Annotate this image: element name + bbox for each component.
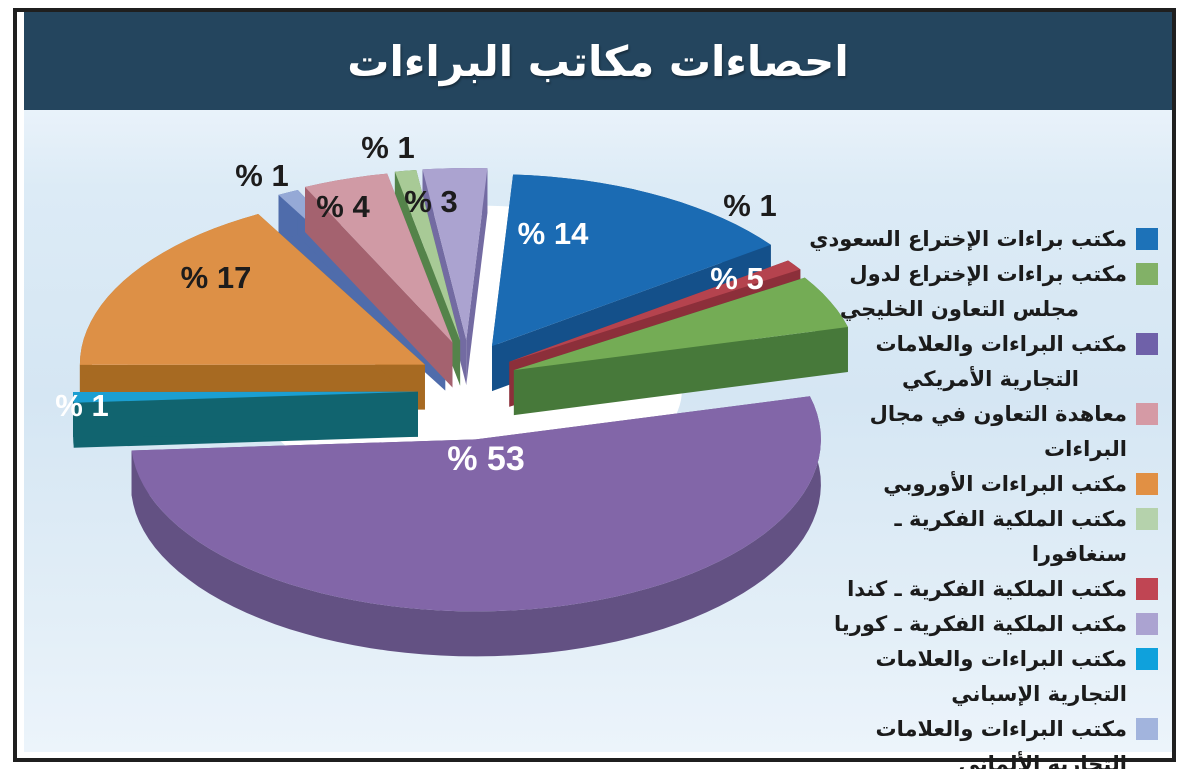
- slice-radial-wall: [422, 169, 467, 385]
- slice-top-face: [131, 396, 821, 612]
- slice-radial-wall: [387, 173, 453, 388]
- slice-value-label: % 14: [518, 216, 589, 251]
- page-title: احصاءات مكاتب البراءات: [347, 36, 849, 86]
- slice-radial-wall: [466, 168, 488, 385]
- slice-radial-wall: [509, 269, 801, 407]
- pie-gap-wedge: [400, 205, 581, 398]
- pie-gap-backdrop: [254, 283, 682, 497]
- slice-value-label: % 3: [404, 184, 457, 219]
- slice-radial-wall: [509, 260, 789, 407]
- legend-item: مكتب البراءات والعلامات التجارية الأمريك…: [798, 327, 1158, 397]
- slice-radial-wall: [79, 364, 425, 410]
- legend-color-swatch: [1136, 228, 1158, 250]
- slice-top-face: [422, 168, 488, 340]
- slice-radial-wall: [278, 194, 446, 391]
- legend-label: مكتب البراءات الأوروبي: [883, 472, 1127, 496]
- legend-color-swatch: [1136, 648, 1158, 670]
- slice-radial-wall: [131, 439, 476, 496]
- pie-slice: [422, 168, 488, 385]
- legend-label: معاهدة التعاون في مجال البراءات: [869, 402, 1127, 461]
- legend-color-swatch: [1136, 403, 1158, 425]
- pie-slice: [305, 173, 453, 388]
- slice-radial-wall: [305, 187, 453, 388]
- slice-radial-wall: [475, 396, 810, 485]
- legend-color-swatch: [1136, 263, 1158, 285]
- slice-top-face: [305, 173, 453, 343]
- legend: مكتب براءات الإختراع السعودي مكتب براءات…: [798, 222, 1158, 769]
- slice-radial-wall: [492, 244, 771, 392]
- legend-label: مكتب الملكية الفكرية ـ كوريا: [833, 612, 1127, 636]
- slice-top-face: [278, 190, 446, 346]
- slice-radial-wall: [513, 277, 805, 416]
- legend-label: مكتب براءات الإختراع السعودي: [809, 227, 1127, 251]
- legend-item: مكتب الملكية الفكرية ـ كوريا: [798, 607, 1158, 642]
- slice-radial-wall: [394, 171, 461, 386]
- slice-arc-wall: [305, 173, 388, 232]
- legend-label: مكتب البراءات والعلامات التجارية الأمريك…: [875, 332, 1127, 391]
- slice-radial-wall: [73, 391, 418, 437]
- pie-slice: [394, 170, 461, 386]
- legend-label: مكتب براءات الإختراع لدول مجلس التعاون ا…: [839, 262, 1127, 321]
- slice-arc-wall: [513, 174, 771, 290]
- legend-label: مكتب البراءات والعلامات التجارية الإسبان…: [875, 647, 1127, 706]
- slice-radial-wall: [73, 391, 418, 448]
- slice-arc-wall: [278, 190, 298, 240]
- legend-item: مكتب براءات الإختراع السعودي: [798, 222, 1158, 257]
- legend-label: مكتب الملكية الفكرية ـ سنغافورا: [894, 507, 1127, 566]
- slice-value-label: % 53: [447, 440, 525, 478]
- legend-item: مكتب الملكية الفكرية ـ سنغافورا: [798, 502, 1158, 572]
- slice-radial-wall: [416, 170, 461, 386]
- legend-item: مكتب الملكية الفكرية ـ كندا: [798, 572, 1158, 607]
- legend-label: مكتب البراءات والعلامات التجارية الألمان…: [875, 717, 1127, 769]
- legend-item: مكتب البراءات الأوروبي: [798, 467, 1158, 502]
- legend-item: مكتب البراءات والعلامات التجارية الألمان…: [798, 712, 1158, 769]
- slice-top-face: [79, 214, 425, 365]
- slice-top-face: [509, 260, 801, 362]
- slice-arc-wall: [131, 396, 821, 657]
- legend-color-swatch: [1136, 333, 1158, 355]
- chart-frame: احصاءات مكاتب البراءات % 14% 5% 53% 4% 1…: [13, 8, 1176, 769]
- slice-arc-wall: [394, 170, 417, 217]
- slice-value-label: % 4: [316, 189, 370, 224]
- legend-color-swatch: [1136, 578, 1158, 600]
- slice-value-label: % 5: [710, 261, 763, 296]
- pie-slice: [492, 174, 771, 392]
- pie-slice: [79, 214, 425, 410]
- legend-color-swatch: [1136, 613, 1158, 635]
- slice-top-face: [492, 174, 771, 347]
- chart-title-bar: احصاءات مكاتب البراءات: [24, 12, 1172, 110]
- legend-label: مكتب الملكية الفكرية ـ كندا: [847, 577, 1127, 601]
- pie-slice: [509, 260, 801, 407]
- slice-value-label: % 1: [361, 130, 414, 165]
- chart-body: % 14 % 5 % 53 % 4 % 17 % 1 % 1 % 3 % 1 % 1 مكتب ب…: [24, 110, 1172, 769]
- slice-value-label: % 1: [55, 388, 108, 423]
- slice-value-label: % 17: [181, 260, 252, 295]
- legend-item: معاهدة التعاون في مجال البراءات: [798, 397, 1158, 467]
- slice-radial-wall: [258, 214, 425, 410]
- slice-arc-wall: [73, 392, 74, 448]
- legend-item: مكتب البراءات والعلامات التجارية الإسبان…: [798, 642, 1158, 712]
- pie-slice: [131, 396, 821, 657]
- pie-slice: [278, 190, 446, 391]
- slice-top-face: [394, 170, 461, 341]
- slice-top-face: [73, 391, 418, 403]
- legend-color-swatch: [1136, 718, 1158, 740]
- slice-radial-wall: [297, 190, 446, 391]
- slice-value-label: % 1: [723, 188, 776, 223]
- legend-color-swatch: [1136, 473, 1158, 495]
- pie-slice: [73, 391, 418, 448]
- slice-value-label: % 1: [235, 158, 288, 193]
- slice-arc-wall: [422, 168, 488, 215]
- legend-color-swatch: [1136, 508, 1158, 530]
- slice-radial-wall: [492, 174, 514, 392]
- legend-item: مكتب براءات الإختراع لدول مجلس التعاون ا…: [798, 257, 1158, 327]
- slice-arc-wall: [79, 214, 259, 410]
